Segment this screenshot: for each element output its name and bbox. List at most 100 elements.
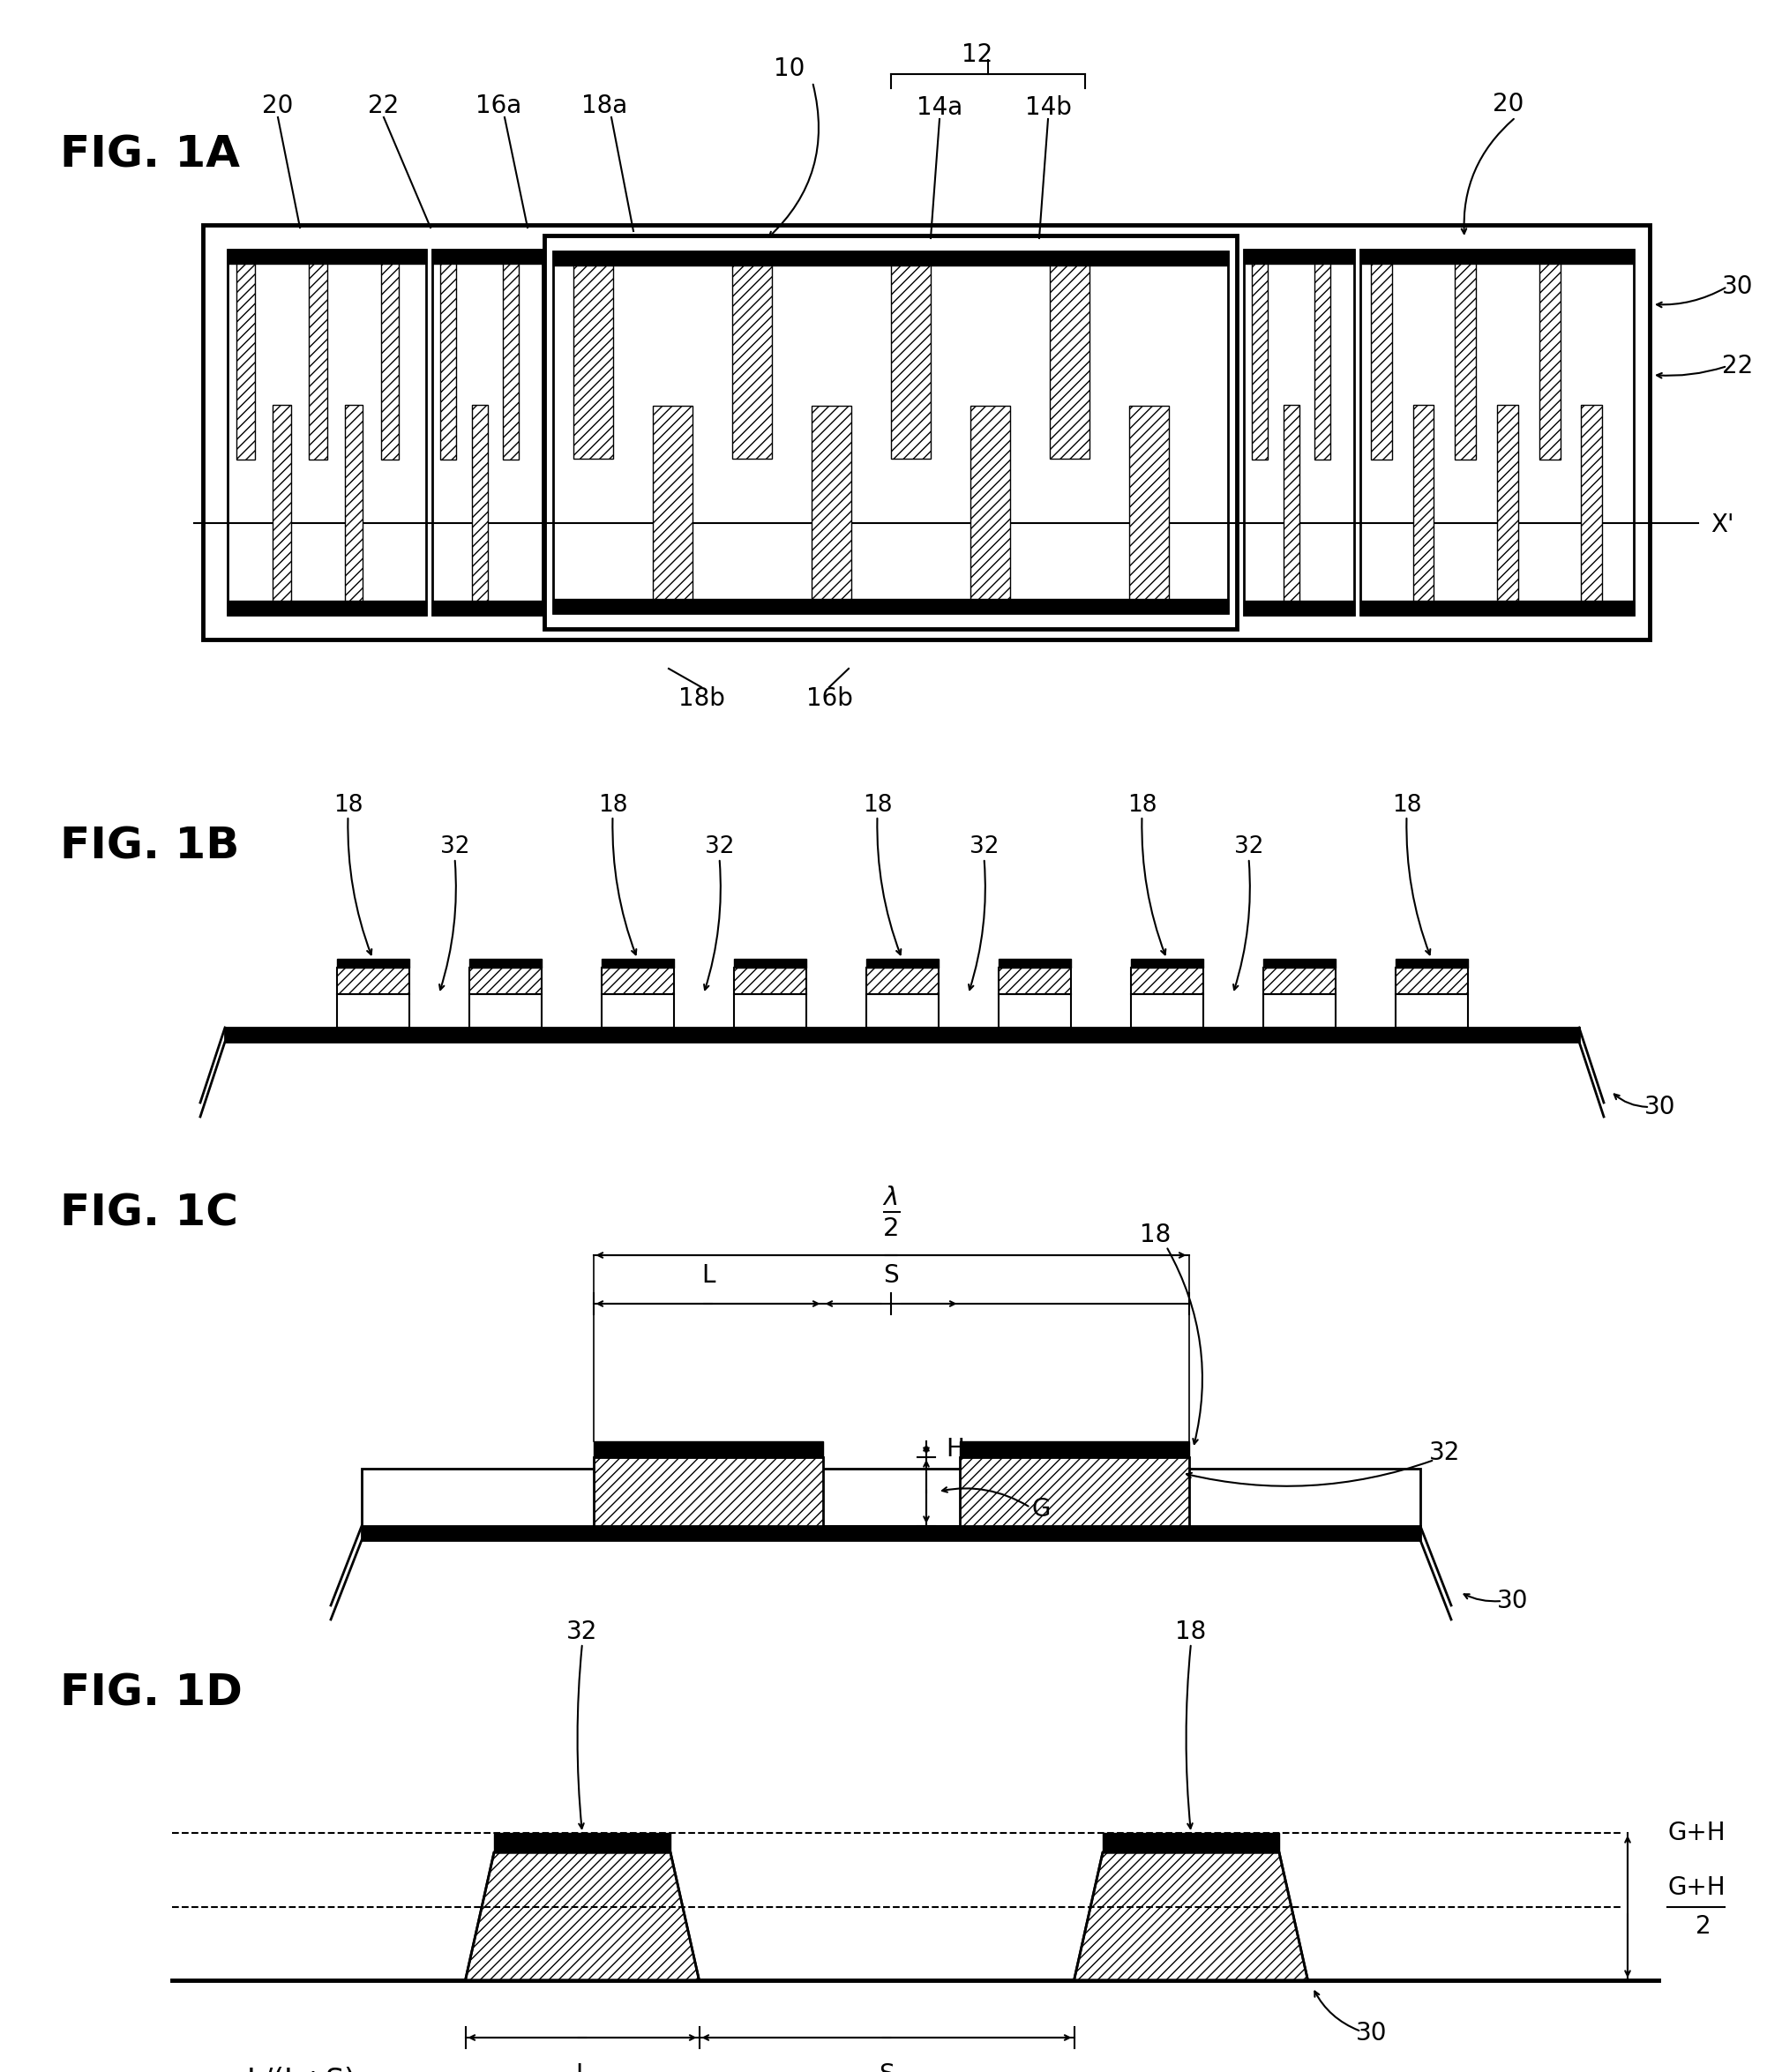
Text: 18: 18 [1128, 794, 1157, 816]
Bar [433, 601, 542, 615]
Text: FIG. 1B: FIG. 1B [61, 825, 239, 868]
Bar [228, 249, 426, 263]
Text: 12: 12 [962, 41, 993, 66]
Bar [998, 968, 1071, 995]
Text: $\eta$=L/(L+S): $\eta$=L/(L+S) [203, 2066, 355, 2072]
Bar [601, 968, 674, 995]
Text: L: L [700, 1264, 715, 1289]
Polygon shape [1075, 1852, 1308, 1981]
Bar [652, 406, 691, 599]
Bar [959, 1442, 1189, 1457]
Bar [891, 265, 930, 458]
Text: 20: 20 [1493, 91, 1524, 116]
Text: 18: 18 [1140, 1222, 1171, 1247]
Bar [228, 601, 426, 615]
Bar [1283, 406, 1299, 601]
Text: 18: 18 [1176, 1620, 1206, 1645]
Bar [1263, 959, 1335, 968]
Bar [593, 1442, 823, 1457]
Bar [1244, 601, 1354, 615]
Bar [1370, 263, 1392, 460]
Bar [362, 1469, 622, 1525]
Bar [969, 406, 1010, 599]
Bar [552, 251, 1228, 265]
Text: S: S [884, 1264, 898, 1289]
Bar [337, 995, 408, 1028]
Text: H: H [946, 1436, 964, 1461]
Text: G: G [1032, 1496, 1050, 1521]
Bar [544, 236, 1237, 630]
Text: FIG. 1A: FIG. 1A [61, 133, 241, 176]
Bar [1263, 995, 1335, 1028]
Bar [503, 263, 519, 460]
Bar [433, 249, 542, 263]
Bar [734, 995, 805, 1028]
Text: 18: 18 [862, 794, 893, 816]
Text: $\frac{\lambda}{2}$: $\frac{\lambda}{2}$ [882, 1183, 900, 1239]
Bar [1360, 249, 1634, 263]
Bar [469, 995, 542, 1028]
Bar [228, 249, 426, 615]
Bar [1315, 263, 1331, 460]
Polygon shape [494, 1834, 670, 1852]
Bar [1395, 968, 1468, 995]
Text: 18b: 18b [677, 686, 725, 711]
Text: 18: 18 [333, 794, 364, 816]
Bar [472, 406, 488, 601]
Bar [732, 265, 772, 458]
Text: 14a: 14a [916, 95, 962, 120]
Bar [552, 251, 1228, 613]
Text: 32: 32 [704, 835, 734, 858]
Text: 10: 10 [773, 56, 805, 81]
Bar [1050, 265, 1089, 458]
Bar [1454, 263, 1475, 460]
Bar [1130, 995, 1203, 1028]
Text: 18a: 18a [581, 93, 627, 118]
Bar [337, 959, 408, 968]
Bar [346, 406, 364, 601]
Bar [1360, 601, 1634, 615]
Bar [1130, 968, 1203, 995]
Text: 30: 30 [1497, 1589, 1529, 1614]
Bar [1497, 406, 1518, 601]
Text: 18: 18 [1392, 794, 1422, 816]
Bar [337, 968, 408, 995]
Text: 30: 30 [1356, 2020, 1388, 2045]
Polygon shape [1103, 1834, 1279, 1852]
Bar [866, 959, 937, 968]
Bar [469, 959, 542, 968]
Bar [308, 263, 326, 460]
Bar [1130, 959, 1203, 968]
Bar [381, 263, 399, 460]
Text: 32: 32 [567, 1620, 597, 1645]
Bar [225, 1028, 1579, 1042]
Bar [601, 995, 674, 1028]
Text: 20: 20 [262, 93, 294, 118]
Bar [1395, 995, 1468, 1028]
Bar [1244, 249, 1354, 615]
Polygon shape [465, 1852, 699, 1981]
Bar [1360, 249, 1634, 615]
Bar [734, 968, 805, 995]
Bar [1413, 406, 1435, 601]
Text: 32: 32 [1429, 1440, 1461, 1465]
Bar [1395, 959, 1468, 968]
Bar [1263, 968, 1335, 995]
Text: 22: 22 [1723, 354, 1753, 379]
Text: 32: 32 [969, 835, 1000, 858]
Bar [601, 959, 674, 968]
Text: L: L [576, 2062, 590, 2072]
Text: 30: 30 [1645, 1094, 1675, 1119]
Text: 30: 30 [1721, 274, 1753, 298]
Text: 14b: 14b [1025, 95, 1071, 120]
Bar [273, 406, 290, 601]
Text: 16a: 16a [476, 93, 522, 118]
Bar [866, 968, 937, 995]
Text: X': X' [1711, 514, 1734, 537]
Bar [237, 263, 255, 460]
Bar [1244, 249, 1354, 263]
Bar [1128, 406, 1169, 599]
Bar [998, 959, 1071, 968]
Text: 18: 18 [599, 794, 627, 816]
Bar [1540, 263, 1561, 460]
